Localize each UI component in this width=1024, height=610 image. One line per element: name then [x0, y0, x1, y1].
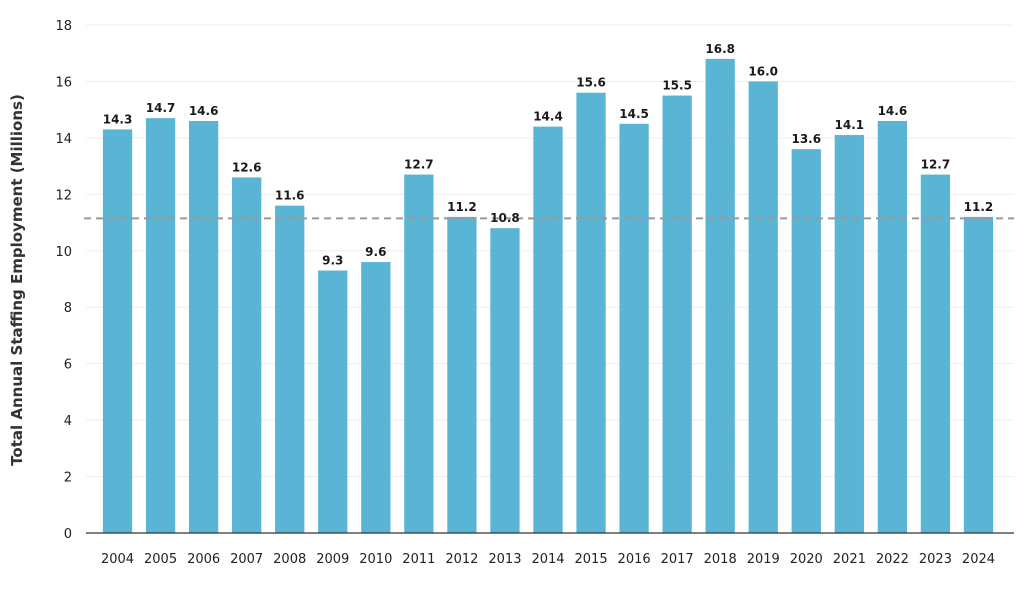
x-tick-label: 2011 [402, 552, 435, 567]
data-label: 11.2 [964, 200, 994, 214]
data-label: 9.6 [365, 245, 386, 259]
bar-2007 [232, 177, 262, 533]
y-tick-labels: 0 2 4 6 8 10 12 14 16 18 [55, 19, 72, 542]
y-tick-label: 18 [55, 19, 72, 34]
x-tick-label: 2019 [747, 552, 780, 567]
y-tick-label: 16 [55, 75, 72, 90]
x-tick-label: 2010 [359, 552, 392, 567]
bar-2012 [447, 216, 477, 533]
y-tick-label: 14 [55, 132, 72, 147]
x-tick-labels: 2004 2005 2006 2007 2008 2009 2010 2011 2012 2013… [101, 552, 995, 567]
data-label: 14.6 [189, 104, 219, 118]
x-tick-label: 2005 [144, 552, 177, 567]
bar-2013 [490, 228, 520, 533]
data-label: 14.1 [835, 118, 865, 132]
y-tick-label: 12 [55, 188, 72, 203]
x-tick-label: 2004 [101, 552, 134, 567]
bar-2008 [275, 205, 305, 533]
x-tick-label: 2022 [876, 552, 909, 567]
x-tick-label: 2020 [790, 552, 823, 567]
data-label: 10.8 [490, 211, 520, 225]
x-tick-label: 2007 [230, 552, 263, 567]
bar-2010 [361, 262, 391, 533]
data-labels: 14.3 14.7 14.6 12.6 11.6 9.3 9.6 12.7 11.2 10.8 14… [103, 42, 994, 268]
data-label: 14.5 [619, 107, 649, 121]
y-tick-label: 0 [64, 527, 72, 542]
y-tick-label: 2 [64, 471, 72, 486]
bar-2021 [834, 135, 864, 534]
bar-2011 [404, 174, 434, 534]
data-label: 9.3 [322, 254, 343, 268]
data-label: 12.7 [921, 158, 951, 172]
data-label: 13.6 [791, 132, 821, 146]
x-tick-label: 2015 [575, 552, 608, 567]
x-tick-label: 2013 [488, 552, 521, 567]
bar-2004 [102, 129, 133, 533]
bar-2017 [662, 95, 692, 534]
x-tick-label: 2006 [187, 552, 220, 567]
data-label: 14.7 [146, 101, 176, 115]
x-tick-label: 2024 [962, 552, 995, 567]
bar-2005 [145, 118, 176, 533]
bar-2015 [576, 92, 606, 533]
data-label: 15.5 [662, 79, 692, 93]
bar-2020 [791, 149, 821, 533]
data-label: 11.6 [275, 189, 305, 203]
data-label: 12.6 [232, 160, 262, 174]
bar-2006 [188, 120, 219, 533]
y-tick-label: 8 [64, 301, 72, 316]
y-tick-label: 4 [64, 414, 72, 429]
x-tick-label: 2016 [618, 552, 651, 567]
y-axis-title: Total Annual Staffing Employment (Millio… [8, 94, 26, 466]
data-label: 16.8 [705, 42, 735, 56]
data-label: 15.6 [576, 76, 606, 90]
bar-2018 [705, 58, 735, 533]
bar-2009 [318, 270, 348, 533]
bar-2019 [748, 81, 778, 533]
data-label: 14.6 [878, 104, 908, 118]
x-tick-label: 2012 [445, 552, 478, 567]
data-label: 14.3 [103, 112, 133, 126]
x-tick-label: 2023 [919, 552, 952, 567]
data-label: 14.4 [533, 110, 563, 124]
bar-2023 [920, 174, 951, 534]
x-tick-label: 2021 [833, 552, 866, 567]
y-tick-label: 10 [55, 245, 72, 260]
x-tick-label: 2017 [661, 552, 694, 567]
data-label: 16.0 [748, 64, 778, 78]
y-tick-label: 6 [64, 358, 72, 373]
bar-2024 [963, 216, 994, 533]
bars [102, 58, 994, 534]
data-label: 12.7 [404, 158, 434, 172]
bar-2022 [877, 120, 908, 533]
bar-2014 [533, 126, 563, 533]
bar-2016 [619, 123, 649, 534]
x-tick-label: 2009 [316, 552, 349, 567]
data-label: 11.2 [447, 200, 477, 214]
x-tick-label: 2018 [704, 552, 737, 567]
x-tick-label: 2008 [273, 552, 306, 567]
x-tick-label: 2014 [531, 552, 564, 567]
